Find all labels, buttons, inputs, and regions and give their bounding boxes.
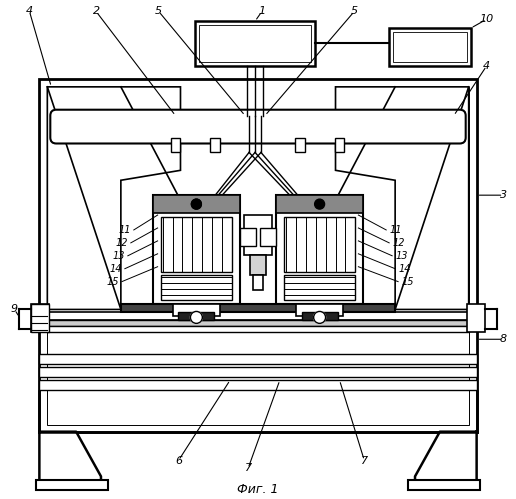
Bar — [211, 138, 220, 152]
Text: 1: 1 — [259, 6, 266, 16]
Bar — [284, 217, 356, 271]
Text: Фиг. 1: Фиг. 1 — [237, 483, 279, 496]
Bar — [179, 312, 214, 320]
Bar — [389, 28, 471, 66]
Polygon shape — [335, 87, 469, 309]
Bar — [260, 228, 276, 246]
Text: 7: 7 — [245, 464, 252, 474]
Text: 4: 4 — [483, 61, 490, 71]
Bar — [153, 195, 240, 213]
Bar — [250, 255, 266, 274]
Bar — [39, 367, 477, 377]
Bar — [160, 217, 232, 271]
Bar — [295, 138, 305, 152]
Bar — [240, 228, 256, 246]
Bar — [466, 304, 485, 332]
Bar — [284, 274, 356, 299]
Bar — [39, 380, 477, 390]
Text: 11: 11 — [118, 225, 131, 235]
Bar — [160, 274, 232, 299]
Bar — [153, 195, 240, 304]
Text: 2: 2 — [92, 6, 100, 16]
Bar — [37, 481, 108, 491]
Circle shape — [315, 199, 325, 209]
Bar — [171, 138, 181, 152]
Circle shape — [190, 311, 202, 323]
Text: 13: 13 — [395, 251, 408, 261]
Text: 3: 3 — [500, 190, 507, 200]
Polygon shape — [39, 432, 101, 489]
Bar — [253, 274, 263, 289]
Text: 15: 15 — [401, 276, 414, 286]
Text: 5: 5 — [155, 6, 162, 16]
Bar — [296, 304, 344, 316]
Bar — [393, 32, 466, 62]
Bar — [121, 304, 395, 312]
Bar — [276, 195, 363, 304]
Text: 12: 12 — [392, 238, 405, 248]
Bar — [181, 87, 335, 269]
Polygon shape — [31, 304, 50, 332]
FancyBboxPatch shape — [50, 110, 466, 144]
Bar — [47, 320, 469, 326]
Bar — [199, 25, 311, 62]
Circle shape — [314, 311, 326, 323]
Bar — [302, 312, 337, 320]
Bar — [31, 304, 50, 332]
Bar — [47, 87, 469, 425]
Text: 10: 10 — [479, 14, 494, 24]
Text: 7: 7 — [361, 456, 368, 466]
Bar — [196, 21, 315, 66]
Text: 11: 11 — [389, 225, 401, 235]
Bar — [39, 354, 477, 364]
Bar — [47, 312, 469, 320]
Text: 5: 5 — [351, 6, 358, 16]
Text: 14: 14 — [109, 263, 122, 274]
Text: 6: 6 — [175, 456, 182, 466]
Bar — [276, 195, 363, 213]
Text: 9: 9 — [11, 304, 18, 314]
Polygon shape — [415, 432, 477, 489]
Text: 4: 4 — [26, 6, 33, 16]
Bar — [244, 215, 272, 255]
Text: 14: 14 — [398, 263, 411, 274]
Circle shape — [191, 199, 201, 209]
Bar — [47, 326, 469, 332]
Text: 8: 8 — [500, 334, 507, 344]
Text: 15: 15 — [106, 276, 119, 286]
Bar — [334, 138, 345, 152]
Text: 12: 12 — [115, 238, 128, 248]
Bar — [39, 79, 477, 432]
Text: 13: 13 — [112, 251, 125, 261]
Polygon shape — [47, 87, 181, 309]
Bar — [408, 481, 479, 491]
Bar — [172, 304, 220, 316]
